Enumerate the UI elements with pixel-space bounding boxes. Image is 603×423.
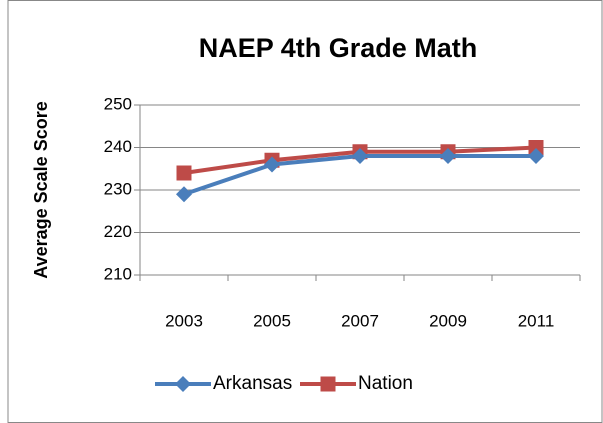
marker	[320, 376, 336, 392]
legend-label: Nation	[358, 373, 413, 394]
x-tick-label: 2007	[341, 311, 379, 330]
chart-title: NAEP 4th Grade Math	[199, 33, 478, 63]
marker	[352, 148, 368, 164]
marker	[176, 165, 192, 181]
chart-frame	[7, 0, 603, 423]
y-tick-label: 230	[104, 179, 132, 198]
y-tick-label: 220	[104, 222, 132, 241]
marker	[440, 148, 456, 164]
marker	[528, 140, 544, 155]
y-tick-label: 250	[104, 94, 132, 113]
marker	[264, 156, 280, 173]
x-tick-label: 2005	[253, 311, 291, 330]
marker	[176, 186, 192, 203]
marker	[175, 376, 191, 392]
legend-label: Arkansas	[213, 373, 292, 394]
x-tick-label: 2009	[429, 311, 467, 330]
marker	[528, 148, 544, 164]
x-tick-label: 2003	[165, 311, 203, 330]
y-axis-label: Average Scale Score	[31, 101, 51, 278]
x-tick-label: 2011	[518, 311, 555, 330]
y-tick-label: 210	[104, 264, 132, 283]
y-tick-label: 240	[104, 137, 132, 156]
